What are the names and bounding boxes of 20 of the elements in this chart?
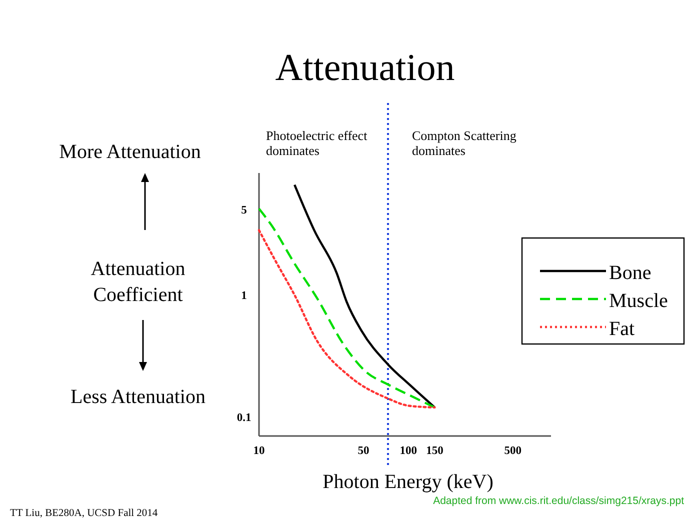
x-tick-label: 100 — [400, 445, 418, 457]
text: TT Liu, BE280A, UCSD Fall 2014 — [10, 508, 158, 519]
text: More Attenuation — [59, 141, 201, 163]
legend-label: Bone — [609, 262, 652, 284]
legend-label: Fat — [609, 318, 635, 340]
text: Adapted from www.cis.rit.edu/class/simg215/xrays.ppt — [433, 495, 684, 507]
text: Compton Scattering dominates — [412, 128, 517, 158]
y-tick-label: 0.1 — [236, 412, 252, 424]
text: Less Attenuation — [70, 386, 206, 408]
y-tick-label: 5 — [241, 204, 248, 217]
legend-label: Muscle — [609, 290, 668, 312]
x-tick-label: 500 — [504, 445, 522, 457]
y-axis-title: Attenuation Coefficient — [90, 258, 186, 306]
text: Photoelectric effect dominates — [266, 128, 368, 158]
x-tick-label: 50 — [358, 445, 370, 457]
y-tick-label: 1 — [241, 290, 248, 302]
x-axis-title: Photon Energy (keV) — [322, 471, 494, 493]
x-tick-label: 10 — [253, 445, 265, 457]
chart-title: Attenuation — [275, 47, 455, 89]
x-tick-label: 150 — [426, 445, 444, 457]
